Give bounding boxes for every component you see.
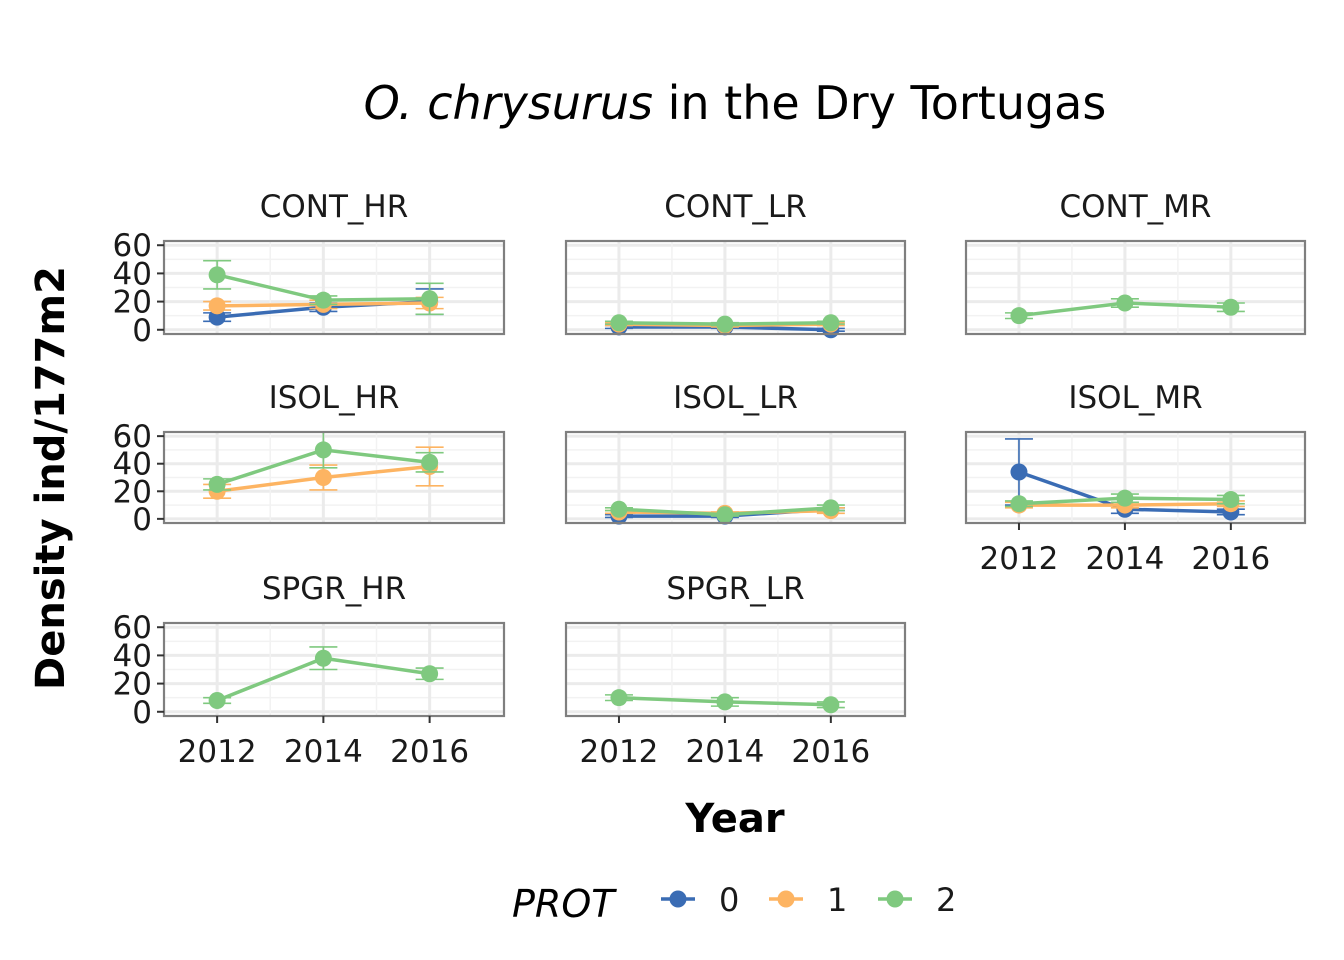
y-tick-label: 20 — [113, 667, 152, 703]
panel-strip-label: SPGR_HR — [262, 571, 406, 607]
data-point — [208, 266, 226, 284]
y-tick-label: 0 — [132, 695, 152, 731]
y-tick-label: 0 — [132, 313, 152, 349]
legend-key-point — [777, 890, 795, 908]
x-tick-label: 2014 — [1085, 541, 1164, 577]
data-point — [610, 314, 628, 332]
series-prot-2 — [203, 431, 444, 493]
panel-strip-label: ISOL_HR — [269, 380, 400, 416]
y-tick-label: 20 — [113, 474, 152, 510]
legend-key-point — [669, 890, 687, 908]
data-point — [1116, 294, 1134, 312]
data-point — [1010, 307, 1028, 325]
x-axis-label: Year — [684, 796, 784, 842]
data-point — [1222, 298, 1240, 316]
y-tick-label: 60 — [113, 419, 152, 455]
y-tick-label: 20 — [113, 285, 152, 321]
panel-border — [162, 430, 506, 525]
data-point — [1116, 489, 1134, 507]
x-tick-label: 2012 — [580, 734, 659, 770]
data-point — [610, 689, 628, 707]
panel-isol-mr: ISOL_MR 2012 2014 2016 — [964, 380, 1307, 577]
data-point — [208, 692, 226, 709]
series-prot-2 — [1004, 489, 1245, 513]
y-axis-label: Density ind/177m2 — [28, 266, 74, 690]
y-tick-label: 40 — [113, 638, 152, 674]
panel-border — [564, 239, 907, 336]
y-tick-label: 60 — [113, 228, 152, 264]
panel-strip-label: SPGR_LR — [666, 571, 804, 607]
legend-entry-1: 1 — [769, 881, 847, 919]
data-point — [822, 696, 840, 714]
data-point — [716, 506, 734, 524]
data-point — [421, 453, 439, 471]
panel-strip-label: CONT_LR — [664, 189, 806, 225]
data-point — [314, 649, 332, 667]
data-point — [421, 290, 439, 308]
panel-cont-mr: CONT_MR — [964, 189, 1307, 336]
panel-border — [564, 621, 907, 718]
panel-isol-lr: ISOL_LR — [564, 380, 907, 525]
panel-border — [964, 239, 1307, 336]
data-point — [314, 469, 332, 486]
panel-border — [964, 430, 1307, 525]
data-point — [610, 500, 628, 518]
panel-strip-label: CONT_HR — [260, 189, 409, 225]
legend-label: 1 — [827, 881, 847, 919]
x-tick-label: 2014 — [685, 734, 764, 770]
panel-strip-label: ISOL_MR — [1068, 380, 1202, 416]
x-tick-label: 2016 — [791, 734, 870, 770]
x-tick-label: 2012 — [178, 734, 257, 770]
x-tick-label: 2014 — [284, 734, 363, 770]
data-point — [716, 693, 734, 711]
data-point — [314, 441, 332, 459]
data-point — [822, 499, 840, 517]
legend: PROT 0 1 2 — [512, 881, 956, 926]
y-tick-label: 40 — [113, 447, 152, 483]
x-tick-label: 2016 — [1191, 541, 1270, 577]
panel-border — [162, 621, 506, 718]
data-point — [421, 665, 439, 683]
legend-label: 0 — [719, 881, 739, 919]
data-point — [208, 475, 226, 493]
data-point — [208, 297, 226, 315]
series-prot-2 — [604, 314, 845, 333]
y-tick-label: 60 — [113, 610, 152, 646]
panel-strip-label: ISOL_LR — [673, 380, 798, 416]
panel-strip-label: CONT_MR — [1060, 189, 1212, 225]
data-point — [822, 314, 840, 332]
legend-key-point — [886, 890, 904, 908]
legend-entry-2: 2 — [878, 881, 956, 919]
x-tick-label: 2016 — [390, 734, 469, 770]
x-tick-label: 2012 — [980, 541, 1059, 577]
legend-entry-0: 0 — [661, 881, 739, 919]
panel-cont-lr: CONT_LR — [564, 189, 907, 339]
series-prot-2 — [604, 689, 845, 714]
series-prot-2 — [1004, 294, 1245, 325]
chart-title: O. chrysurus in the Dry Tortugas — [364, 76, 1107, 130]
series-prot-2 — [203, 646, 444, 709]
data-point — [716, 315, 734, 333]
panel-spgr-lr: SPGR_LR 2012 2014 2016 — [564, 571, 907, 770]
series-prot-2 — [203, 259, 444, 316]
legend-label: 2 — [936, 881, 956, 919]
y-tick-label: 40 — [113, 256, 152, 292]
data-point — [1010, 463, 1028, 481]
data-point — [1222, 491, 1240, 509]
data-point — [314, 291, 332, 309]
chart-title-italic: O. chrysurus — [364, 76, 653, 130]
panel-border — [564, 430, 907, 525]
data-point — [1010, 495, 1028, 513]
chart-title-rest: in the Dry Tortugas — [653, 76, 1106, 130]
y-tick-label: 0 — [132, 502, 152, 538]
series-prot-2 — [604, 499, 845, 524]
panel-border — [162, 239, 506, 336]
legend-title: PROT — [512, 882, 617, 926]
